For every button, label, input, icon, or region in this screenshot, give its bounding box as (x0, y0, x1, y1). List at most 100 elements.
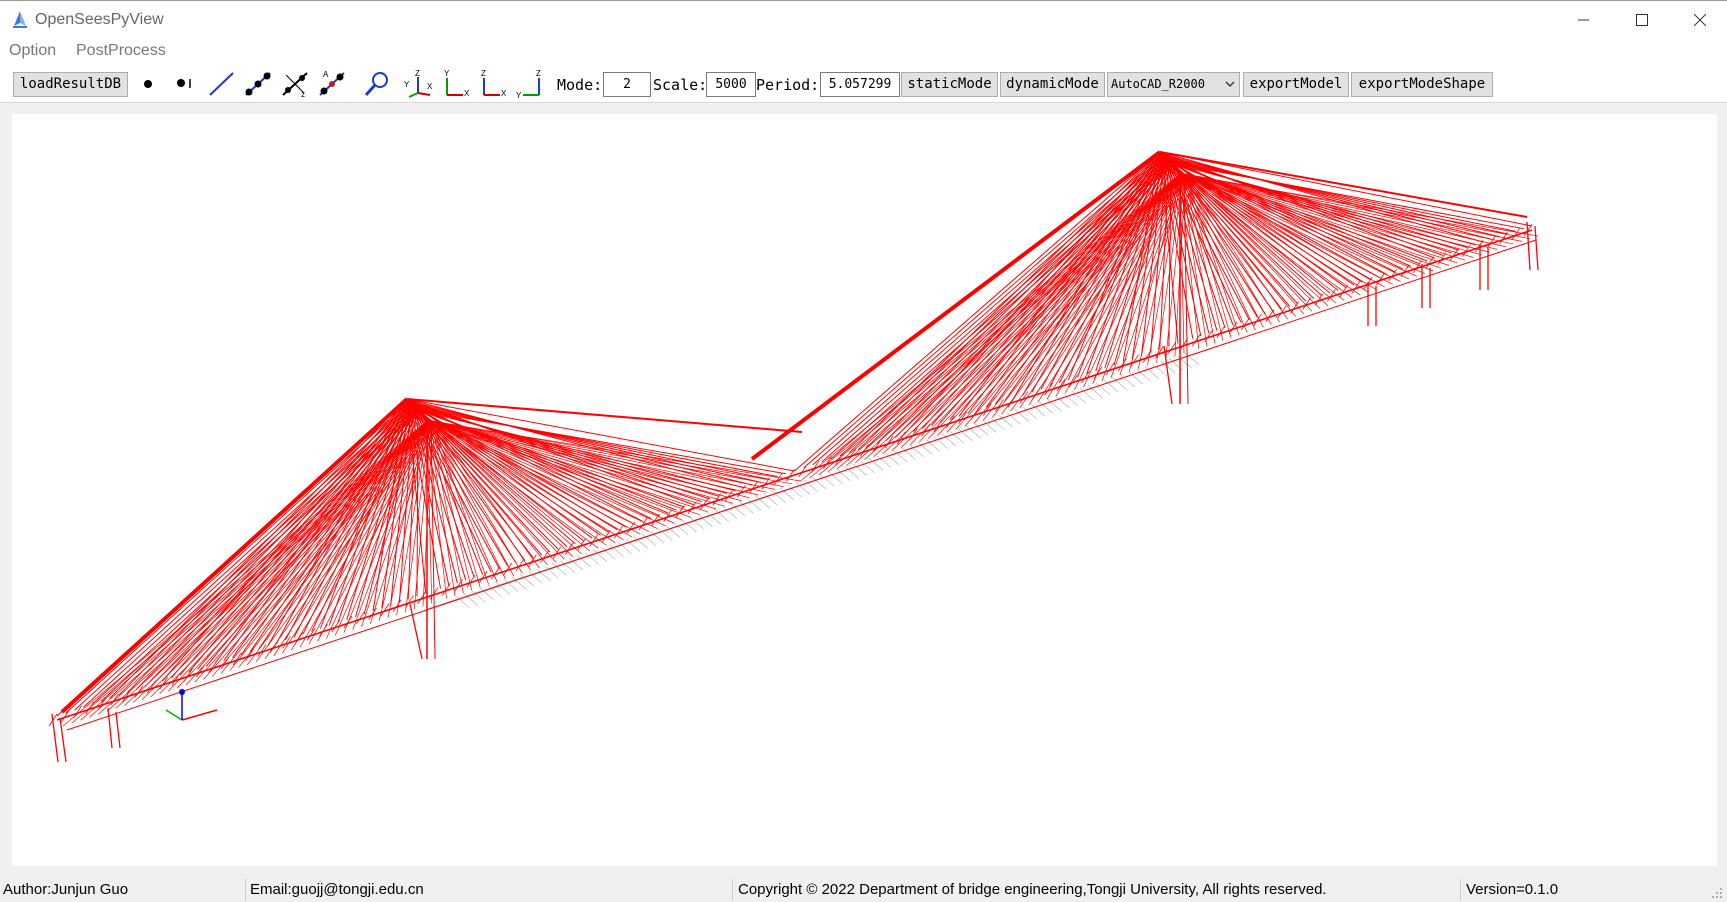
stay-cable (430, 420, 675, 524)
toolbar: loadResultDB z A Z Y X (0, 63, 1727, 103)
undeformed-member (1168, 358, 1184, 371)
stay-cable (848, 151, 1161, 454)
undeformed-member (471, 590, 486, 603)
local-axes-icon[interactable]: z (280, 69, 310, 99)
menu-option[interactable]: Option (9, 42, 57, 59)
svg-text:X: X (464, 89, 470, 98)
stay-cable (406, 398, 441, 589)
deck-hanger (1191, 334, 1201, 347)
tower (1183, 173, 1189, 405)
undeformed-member (909, 444, 924, 458)
deck-hanger (712, 493, 722, 506)
pier (1526, 221, 1531, 271)
stay-cable (267, 398, 408, 647)
undeformed-member (633, 536, 648, 549)
stay-cable (205, 409, 419, 667)
stay-cable (976, 156, 1165, 411)
node-icon[interactable] (135, 69, 165, 99)
cad-format-value: AutoCAD_R2000 (1111, 77, 1205, 91)
deck-hanger (331, 619, 341, 633)
undeformed-member (933, 436, 949, 449)
static-mode-button[interactable]: staticMode (901, 72, 998, 97)
stay-cable (337, 403, 412, 623)
undeformed-member (1022, 406, 1038, 420)
stay-cable (1128, 173, 1181, 372)
deck-hanger (540, 550, 549, 563)
stay-cable (1182, 173, 1506, 248)
deck-hanger (1056, 378, 1066, 392)
scale-input[interactable]: 5000 (706, 72, 756, 97)
undeformed-member (901, 447, 916, 460)
deck-hanger (269, 640, 279, 653)
mode-shape-plot[interactable] (12, 114, 1717, 866)
export-mode-shape-button[interactable]: exportModeShape (1351, 72, 1493, 97)
deck-hanger (220, 656, 230, 670)
model-viewport[interactable] (12, 114, 1717, 866)
stay-cable (1159, 151, 1179, 344)
stay-cable (346, 405, 415, 620)
view-xy-icon[interactable]: Y X (441, 69, 471, 99)
stay-cable (415, 407, 778, 478)
stay-cable (427, 420, 557, 563)
mode-input[interactable]: 2 (603, 72, 651, 97)
undeformed-member (828, 471, 843, 484)
stay-cable (812, 156, 1165, 466)
load-result-db-button[interactable]: loadResultDB (13, 72, 128, 97)
stay-cable (1022, 153, 1163, 396)
node-label-icon[interactable] (170, 69, 200, 99)
stay-cable (1179, 173, 1248, 333)
stay-cable (431, 420, 683, 521)
period-input[interactable]: 5.057299 (820, 72, 900, 97)
minimize-button[interactable] (1555, 1, 1613, 39)
stay-cable (1183, 173, 1369, 293)
svg-text:Y: Y (516, 91, 522, 99)
undeformed-member (844, 466, 859, 479)
stay-cable (406, 398, 745, 489)
stay-cable (1179, 173, 1393, 285)
undeformed-member (949, 431, 965, 444)
stay-cable (431, 420, 784, 487)
svg-text:Y: Y (444, 69, 450, 78)
element-icon[interactable] (206, 69, 236, 99)
svg-text:A: A (323, 70, 329, 79)
cad-format-select[interactable]: AutoCAD_R2000 (1107, 72, 1240, 97)
stay-cable (430, 420, 624, 541)
deck-hanger (1044, 383, 1053, 396)
view-3d-icon[interactable]: Z Y X (404, 69, 434, 99)
stay-cable (1179, 173, 1490, 253)
deck-hanger (454, 579, 463, 592)
maximize-button[interactable] (1613, 1, 1671, 39)
stay-cable (1185, 173, 1240, 336)
stay-cable (308, 420, 432, 645)
undeformed-member (868, 458, 884, 471)
element-nodes-icon[interactable] (243, 69, 273, 99)
stay-cable (430, 420, 776, 490)
stay-cable (430, 420, 574, 557)
zoom-icon[interactable] (362, 69, 392, 99)
undeformed-member (487, 584, 502, 598)
stay-cable (229, 420, 429, 671)
undeformed-member (941, 433, 957, 447)
menu-postprocess[interactable]: PostProcess (76, 42, 166, 59)
stay-cable (431, 420, 633, 538)
resize-grip-icon[interactable] (1710, 886, 1724, 900)
export-model-button[interactable]: exportModel (1243, 72, 1349, 97)
stay-cable (867, 156, 1165, 448)
deck-hanger (1105, 362, 1115, 376)
undeformed-member (966, 425, 981, 439)
view-xz-icon[interactable]: Z X (478, 69, 508, 99)
undeformed-member (698, 514, 713, 528)
stay-cable (1168, 160, 1226, 329)
dynamic-mode-button[interactable]: dynamicMode (1000, 72, 1105, 97)
deck-hanger (257, 644, 267, 657)
deck-hanger (134, 685, 144, 698)
view-yz-icon[interactable]: Z Y (515, 69, 545, 99)
close-button[interactable] (1671, 1, 1727, 39)
undeformed-member (536, 568, 551, 581)
undeformed-member (974, 422, 989, 436)
deck-hanger (343, 615, 353, 629)
element-label-icon[interactable]: A (317, 69, 347, 99)
stay-cable (1095, 158, 1168, 372)
stay-cable (1119, 173, 1186, 375)
deck-hanger (1216, 325, 1226, 339)
